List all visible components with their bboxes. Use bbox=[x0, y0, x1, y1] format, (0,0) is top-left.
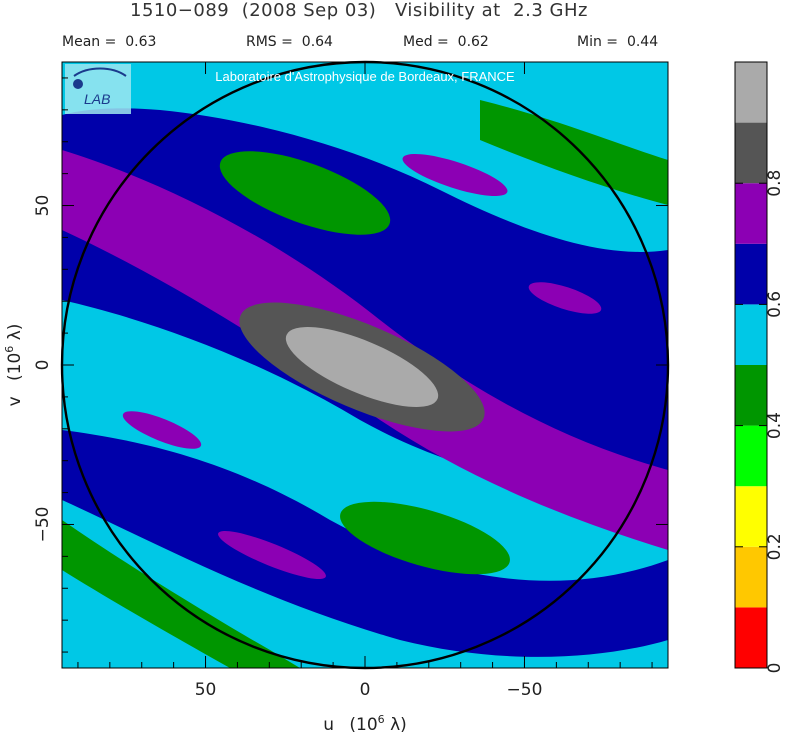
colorbar-tick-label: 0 bbox=[765, 663, 785, 674]
y-tick-label-group: 0 bbox=[33, 360, 53, 371]
colorbar-tick-label: 0.2 bbox=[765, 533, 785, 560]
colorbar-swatch bbox=[735, 243, 767, 305]
heatmap-marks bbox=[122, 151, 602, 580]
stat-rms: RMS = 0.64 bbox=[246, 34, 333, 50]
colorbar-swatch bbox=[735, 425, 767, 487]
stat-med: Med = 0.62 bbox=[403, 34, 489, 50]
y-tick-label: 50 bbox=[33, 195, 53, 217]
colorbar-swatch bbox=[735, 183, 767, 244]
purple-blob-left bbox=[122, 411, 202, 449]
cyan-band-middle bbox=[62, 300, 668, 581]
stat-mean-label: Mean = bbox=[62, 34, 117, 50]
y-tick-label: 0 bbox=[33, 360, 53, 371]
y-tick-label-group: −50 bbox=[33, 507, 53, 543]
colorbar-frame bbox=[734, 61, 768, 669]
chart-title: 1510−089 (2008 Sep 03) Visibility at 2.3… bbox=[130, 0, 588, 21]
x-axis-label-unit: λ) bbox=[385, 715, 407, 735]
colorbar-swatch bbox=[735, 607, 767, 668]
lab-logo-dot bbox=[73, 79, 83, 89]
y-tick-label-group: 50 bbox=[33, 195, 53, 217]
colorbar-swatch bbox=[735, 122, 767, 184]
colorbar-tick-label-group: 0.8 bbox=[765, 170, 785, 197]
lab-logo-text: LAB bbox=[84, 91, 110, 107]
cyan-band-upper bbox=[62, 62, 668, 252]
purple-blob-lower bbox=[218, 530, 326, 580]
lab-logo-arc bbox=[73, 67, 127, 77]
green-ellipse-lower bbox=[340, 501, 510, 575]
stat-med-label: Med = bbox=[403, 34, 449, 50]
green-band-upper-right bbox=[480, 100, 668, 205]
y-ticks: 50 0 −50 bbox=[33, 77, 668, 653]
x-tick-label: 0 bbox=[360, 680, 371, 700]
stat-mean-value: 0.63 bbox=[125, 34, 157, 50]
y-axis-label-exp: 6 bbox=[3, 346, 16, 353]
y-axis-label-paren: (10 bbox=[5, 353, 25, 381]
x-ticks: 50 0 −50 bbox=[77, 62, 653, 700]
x-axis-label: u (106 λ) bbox=[323, 713, 407, 735]
x-axis-label-exp: 6 bbox=[378, 713, 385, 726]
purple-blob-right bbox=[528, 282, 602, 314]
light-gray-peak bbox=[285, 327, 439, 407]
colorbar-swatch bbox=[735, 62, 767, 123]
colorbar bbox=[735, 62, 767, 668]
stat-min-value: 0.44 bbox=[626, 34, 659, 50]
colorbar-tick-label-group: 0.4 bbox=[765, 412, 785, 439]
colorbar-tick-label: 0.8 bbox=[765, 170, 785, 197]
colorbar-tick-label-group: 0 bbox=[765, 663, 785, 674]
purple-blob-upper bbox=[402, 153, 508, 197]
colorbar-swatch bbox=[735, 304, 767, 365]
colorbar-tick-label-group: 0.2 bbox=[765, 533, 785, 560]
stat-med-value: 0.62 bbox=[457, 34, 489, 50]
x-tick-label: −50 bbox=[507, 680, 543, 700]
y-axis-label: v (106 λ) bbox=[3, 324, 25, 407]
colorbar-tick-label-group: 0.6 bbox=[765, 291, 785, 318]
y-axis-label-unit: λ) bbox=[5, 324, 25, 346]
x-tick-label: 50 bbox=[195, 680, 217, 700]
colorbar-tick-label: 0.6 bbox=[765, 291, 785, 318]
banner-text: Laboratoire d'Astrophysique de Bordeaux,… bbox=[215, 69, 515, 84]
green-band-lower-left bbox=[62, 520, 300, 668]
stat-min: Min = 0.44 bbox=[577, 34, 658, 50]
x-axis-label-paren: (10 bbox=[349, 715, 377, 735]
y-tick-label: −50 bbox=[33, 507, 53, 543]
stat-rms-label: RMS = bbox=[246, 34, 293, 50]
colorbar-swatch bbox=[735, 546, 767, 608]
stat-mean: Mean = 0.63 bbox=[62, 34, 156, 50]
stat-rms-value: 0.64 bbox=[301, 34, 333, 50]
colorbar-swatch bbox=[735, 365, 767, 426]
colorbar-swatch bbox=[735, 486, 767, 547]
green-ellipse-upper bbox=[219, 151, 391, 235]
colorbar-ticks: 0 0.2 0.4 0.6 0.8 bbox=[735, 170, 785, 674]
colorbar-tick-label: 0.4 bbox=[765, 412, 785, 439]
y-axis-label-group: v (106 λ) bbox=[3, 324, 25, 407]
stat-min-label: Min = bbox=[577, 34, 619, 50]
